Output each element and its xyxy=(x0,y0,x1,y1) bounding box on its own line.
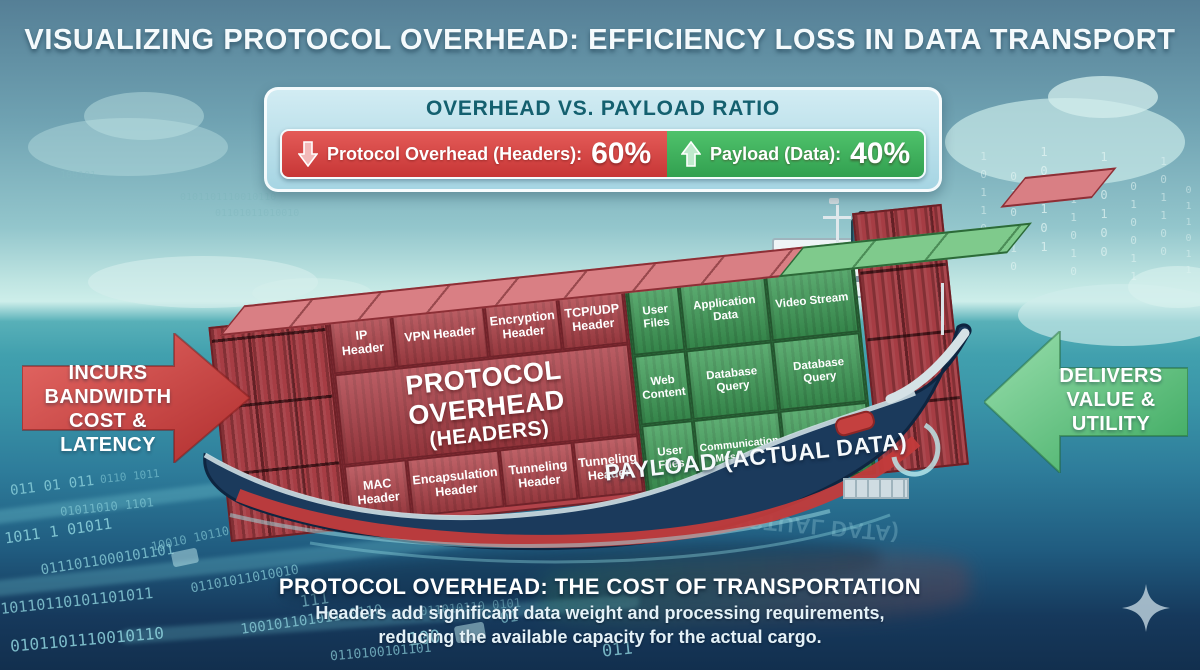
payload-label: Payload (Data): xyxy=(710,143,842,164)
binary-sky-row: 0101101110010110 xyxy=(180,192,277,203)
binary-stream: 0110 1011 xyxy=(99,466,161,487)
incurs-cost-text: INCURS BANDWIDTH COST & LATENCY xyxy=(44,362,172,456)
overhead-value: 60% xyxy=(591,137,652,170)
incurs-cost-arrow: INCURS BANDWIDTH COST & LATENCY xyxy=(21,330,252,466)
binary-sky-row: 100101 xyxy=(60,170,97,181)
bow-mast xyxy=(941,283,944,335)
bow-platform xyxy=(843,478,909,499)
deck-edge-trim xyxy=(203,390,916,521)
footer-heading: PROTOCOL OVERHEAD: THE COST OF TRANSPORT… xyxy=(278,574,922,599)
footer-caption: PROTOCOL OVERHEAD: THE COST OF TRANSPORT… xyxy=(0,574,1200,648)
mast-radar xyxy=(829,198,839,204)
binary-rain-column: 110100 xyxy=(1097,150,1111,264)
binary-rain-column: 011011 xyxy=(1183,185,1194,281)
sparkle-icon xyxy=(1122,584,1170,632)
cloud-right xyxy=(945,98,1185,186)
bow-bulwark-cap xyxy=(885,328,970,404)
cloud-left xyxy=(28,118,228,176)
down-arrow-icon xyxy=(298,141,319,167)
horizon-mound-right2 xyxy=(1128,266,1200,308)
green-left-arrow-icon xyxy=(982,328,1189,476)
cloud-left-small xyxy=(84,92,204,140)
binary-stream: 011 01 011 xyxy=(9,472,95,500)
footer-line1: Headers add significant data weight and … xyxy=(315,603,885,623)
footer-line2: reducing the available capacity for the … xyxy=(378,627,822,647)
hull-red-stripe xyxy=(235,436,921,548)
binary-rain-column: 101100 xyxy=(1157,155,1170,263)
ship-mast xyxy=(836,205,839,243)
ship-hull xyxy=(203,323,972,564)
payload-segment: Payload (Data): 40% xyxy=(667,131,924,177)
overhead-label: Protocol Overhead (Headers): xyxy=(327,143,583,164)
ratio-panel-heading: OVERHEAD VS. PAYLOAD RATIO xyxy=(425,97,781,120)
up-arrow-icon xyxy=(681,141,702,167)
ratio-bar: Protocol Overhead (Headers): 60% Payload… xyxy=(280,129,926,179)
delivers-value-arrow: DELIVERS VALUE & UTILITY xyxy=(982,328,1189,476)
binary-rain-column: 010011 xyxy=(1127,180,1140,288)
cloud-right-small xyxy=(1048,76,1158,118)
overhead-segment: Protocol Overhead (Headers): 60% xyxy=(282,131,668,177)
wake-line xyxy=(229,509,831,549)
payload-value: 40% xyxy=(850,137,911,170)
wake-line2 xyxy=(309,513,891,564)
binary-sky-row: 01101011010010 xyxy=(215,208,300,219)
mast-crossbar xyxy=(823,216,851,219)
page-title: VISUALIZING PROTOCOL OVERHEAD: EFFICIENC… xyxy=(24,24,1176,56)
red-right-arrow-icon xyxy=(21,330,252,466)
wake-foam xyxy=(891,422,941,477)
delivers-value-text: DELIVERS VALUE & UTILITY xyxy=(1059,365,1163,435)
ratio-panel: OVERHEAD VS. PAYLOAD RATIO Protocol Over… xyxy=(264,87,942,192)
binary-rain-column: 011010 xyxy=(1067,175,1080,283)
